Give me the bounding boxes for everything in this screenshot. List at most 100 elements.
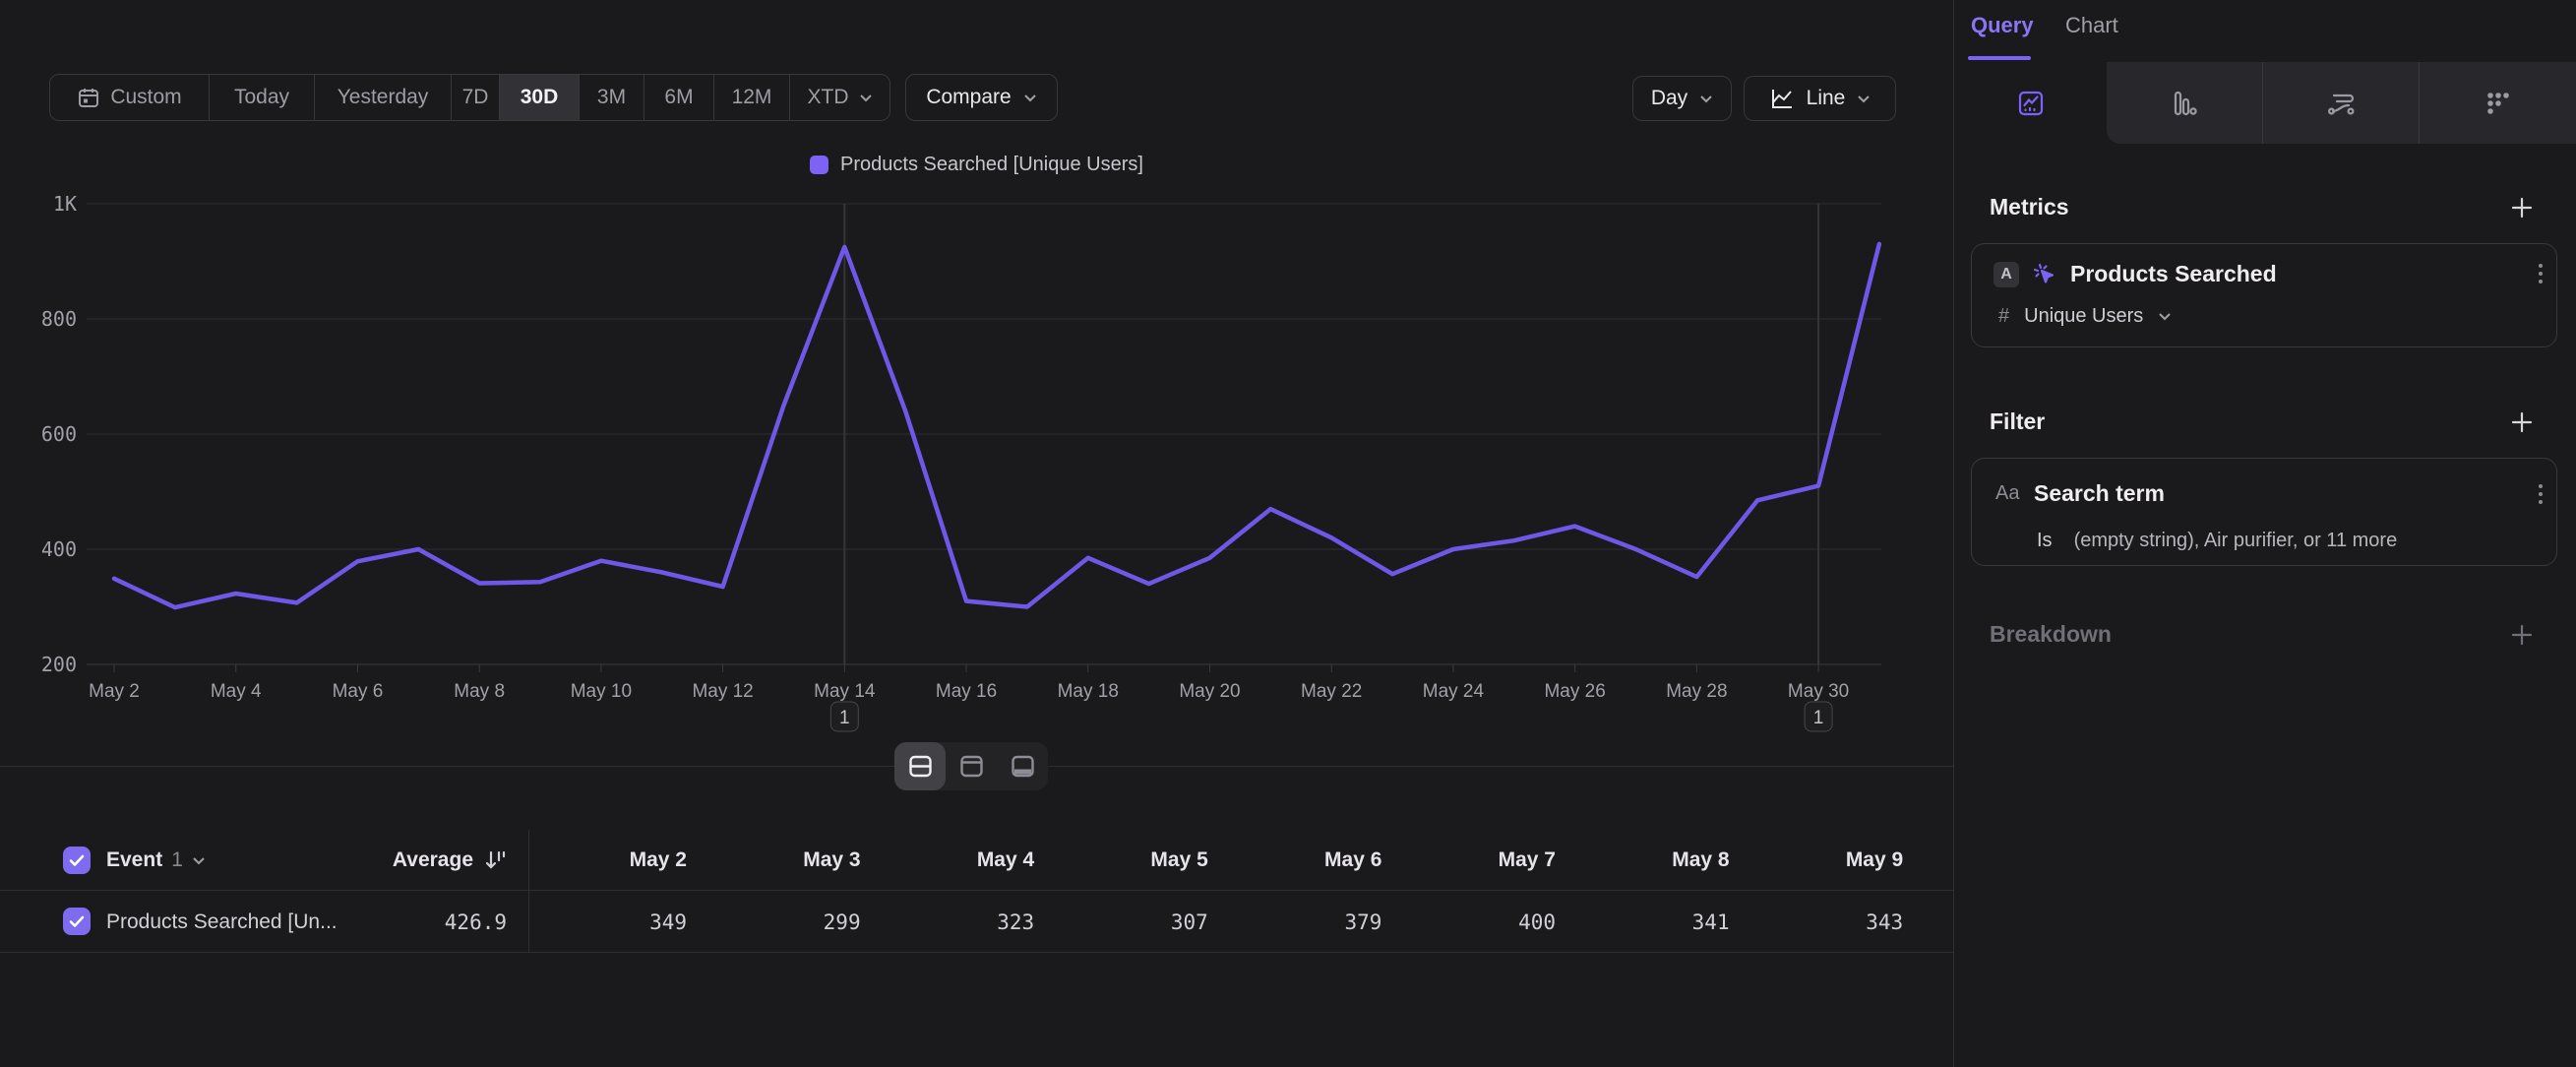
- range-today[interactable]: Today: [210, 75, 315, 120]
- x-axis-label: May 28: [1666, 681, 1727, 702]
- table-only-icon: [1010, 753, 1036, 780]
- table-cell: 323: [877, 910, 1034, 934]
- filter-kebab-menu[interactable]: [2539, 484, 2543, 504]
- funnels-icon: [2170, 89, 2199, 118]
- view-toggle-table[interactable]: [997, 742, 1048, 790]
- table-col-header[interactable]: May 5: [1051, 848, 1208, 872]
- table-cell: 349: [529, 910, 687, 934]
- table-col-header[interactable]: May 8: [1572, 848, 1730, 872]
- chevron-down-icon: [2158, 312, 2172, 321]
- measure-label: Unique Users: [2024, 305, 2143, 328]
- x-axis-label: May 18: [1058, 681, 1119, 702]
- y-axis-label: 200: [41, 653, 77, 676]
- filter-operator: Is: [2037, 530, 2053, 552]
- x-axis-label: May 8: [454, 681, 505, 702]
- event-label: Event: [106, 848, 162, 872]
- range-custom[interactable]: Custom: [50, 75, 210, 120]
- table-cell: 379: [1224, 910, 1381, 934]
- x-axis-label: May 12: [692, 681, 753, 702]
- range-6m[interactable]: 6M: [644, 75, 714, 120]
- metric-name: Products Searched: [2070, 261, 2277, 287]
- breakdown-heading: Breakdown: [1990, 621, 2112, 648]
- table-cell: 299: [704, 910, 861, 934]
- table-row: Products Searched [Un... 426.9 349299323…: [0, 891, 1953, 953]
- chart-type-tabs: [1954, 62, 2576, 144]
- x-axis-label: May 10: [571, 681, 632, 702]
- chart-type-inactive-group: [2107, 62, 2576, 144]
- compare-button[interactable]: Compare: [905, 74, 1058, 121]
- average-label: Average: [393, 848, 473, 872]
- chart-type-button[interactable]: Line: [1744, 76, 1896, 121]
- table-cell: 307: [1051, 910, 1208, 934]
- filter-condition[interactable]: Is (empty string), Air purifier, or 11 m…: [2037, 530, 2397, 552]
- insights-icon: [2016, 89, 2046, 118]
- view-toggle-chart[interactable]: [946, 742, 997, 790]
- table-col-header[interactable]: May 2: [529, 848, 687, 872]
- split-view-icon: [907, 753, 934, 780]
- metric-letter-badge: A: [1993, 262, 2019, 287]
- table-col-header[interactable]: May 6: [1224, 848, 1381, 872]
- add-filter-button[interactable]: [2508, 408, 2536, 436]
- range-yesterday[interactable]: Yesterday: [315, 75, 452, 120]
- view-toggle: [894, 742, 1048, 790]
- metric-kebab-menu[interactable]: [2539, 264, 2543, 283]
- date-range-picker: Custom Today Yesterday 7D 30D 3M 6M 12M …: [49, 74, 890, 121]
- range-30d[interactable]: 30D: [500, 75, 580, 120]
- active-tab-underline: [1968, 56, 2031, 60]
- chevron-down-icon: [859, 94, 873, 102]
- table-header-row: Event 1 Average May 2 May 3 May 4 May 5 May …: [0, 830, 1953, 891]
- chart-type-funnels[interactable]: [2107, 62, 2263, 144]
- calendar-icon: [77, 86, 100, 109]
- y-axis-label: 400: [41, 537, 77, 561]
- filter-heading: Filter: [1990, 408, 2045, 435]
- table-col-header[interactable]: May 3: [704, 848, 861, 872]
- x-axis-label: May 26: [1544, 681, 1605, 702]
- metric-measure[interactable]: # Unique Users: [1998, 305, 2172, 328]
- filter-card[interactable]: Aa Search term Is (empty string), Air pu…: [1971, 458, 2557, 566]
- tab-query[interactable]: Query: [1971, 13, 2034, 38]
- range-7d[interactable]: 7D: [452, 75, 500, 120]
- range-12m[interactable]: 12M: [714, 75, 790, 120]
- x-axis-label: May 20: [1179, 681, 1240, 702]
- granularity-button[interactable]: Day: [1632, 76, 1732, 121]
- table-col-header[interactable]: May 7: [1398, 848, 1556, 872]
- event-selector[interactable]: Event 1: [106, 830, 206, 891]
- chart-type-flows[interactable]: [2263, 62, 2420, 144]
- range-custom-label: Custom: [110, 86, 181, 109]
- annotation-badge-label: 1: [839, 708, 850, 728]
- x-axis-label: May 22: [1301, 681, 1362, 702]
- row-checkbox[interactable]: [63, 908, 91, 935]
- range-xtd[interactable]: XTD: [790, 75, 889, 120]
- range-3m[interactable]: 3M: [580, 75, 644, 120]
- metric-card[interactable]: A Products Searched # Unique Users: [1971, 243, 2557, 347]
- chart-type-retention[interactable]: [2420, 62, 2576, 144]
- table-col-header[interactable]: May 4: [877, 848, 1034, 872]
- header-checkbox[interactable]: [63, 847, 91, 874]
- filter-property: Search term: [2034, 480, 2165, 507]
- row-average: 426.9: [295, 891, 507, 953]
- filter-type-badge: Aa: [1995, 482, 2019, 505]
- line-chart[interactable]: 1K800600400200May 2May 4May 6May 8May 10…: [0, 148, 1953, 758]
- chart-only-icon: [958, 753, 985, 780]
- chart-type-insights[interactable]: [1954, 62, 2107, 144]
- chevron-down-icon: [1023, 94, 1037, 102]
- series-line: [114, 244, 1879, 607]
- tab-chart[interactable]: Chart: [2065, 13, 2118, 38]
- y-axis-label: 1K: [53, 192, 77, 216]
- average-column-header[interactable]: Average: [295, 830, 507, 891]
- view-toggle-split[interactable]: [894, 742, 946, 790]
- event-click-icon: [2031, 261, 2058, 288]
- table-col-header[interactable]: May 9: [1746, 848, 1903, 872]
- add-metric-button[interactable]: [2508, 194, 2536, 221]
- add-breakdown-button[interactable]: [2508, 621, 2536, 649]
- x-axis-label: May 16: [936, 681, 997, 702]
- chevron-down-icon: [1857, 94, 1871, 103]
- x-axis-label: May 14: [814, 681, 876, 702]
- check-icon: [69, 915, 85, 928]
- x-axis-label: May 4: [211, 681, 262, 702]
- x-axis-label: May 30: [1788, 681, 1849, 702]
- x-axis-label: May 24: [1423, 681, 1485, 702]
- check-icon: [69, 854, 85, 867]
- app-window: Custom Today Yesterday 7D 30D 3M 6M 12M …: [0, 0, 2576, 1067]
- retention-icon: [2484, 89, 2513, 118]
